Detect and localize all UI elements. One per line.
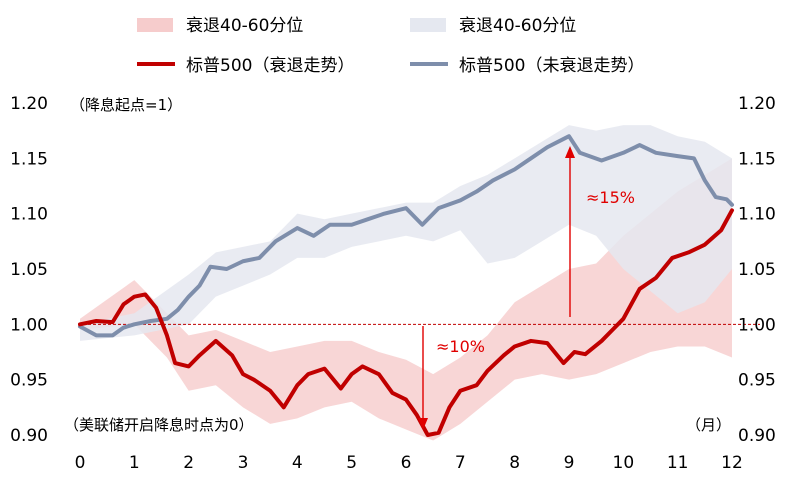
- arrow-blue-head: [565, 146, 575, 158]
- y-axis-right: 0.90 0.95 1.00 1.05 1.10 1.15 1.20: [738, 94, 776, 446]
- x-tick-9: 9: [564, 453, 575, 473]
- x-note: （美联储开启降息时点为0）: [64, 416, 254, 434]
- gain-label-red: ≈10%: [436, 337, 485, 356]
- base-note: （降息起点=1）: [70, 96, 182, 114]
- x-tick-1: 1: [129, 453, 140, 473]
- y-tick-left-4: 1.10: [10, 205, 48, 225]
- y-tick-right-0: 0.90: [738, 426, 776, 446]
- y-tick-left-2: 1.00: [10, 315, 48, 335]
- x-tick-12: 12: [721, 453, 743, 473]
- y-tick-left-3: 1.05: [10, 260, 48, 280]
- legend-label-nonrecession-line: 标普500（未衰退走势）: [459, 56, 644, 76]
- x-tick-7: 7: [455, 453, 466, 473]
- x-tick-3: 3: [238, 453, 249, 473]
- x-tick-6: 6: [401, 453, 412, 473]
- annotation-blue: ≈15%: [565, 146, 635, 317]
- x-tick-4: 4: [292, 453, 303, 473]
- legend-label-recession-band: 衰退40-60分位: [186, 16, 303, 36]
- gain-label-blue: ≈15%: [586, 188, 635, 207]
- band-1: [80, 125, 732, 341]
- series-line-1: [78, 134, 734, 338]
- y-tick-left-5: 1.15: [10, 149, 48, 169]
- y-tick-left-0: 0.90: [10, 426, 48, 446]
- legend-label-recession-line: 标普500（衰退走势）: [186, 56, 354, 76]
- y-tick-right-3: 1.05: [738, 260, 776, 280]
- band-0: [80, 158, 732, 441]
- legend-swatch-nonrecession-band: [410, 18, 446, 32]
- y-tick-right-6: 1.20: [738, 94, 776, 114]
- legend-swatch-recession-band: [137, 18, 173, 32]
- arrow-red-head: [418, 418, 428, 430]
- band-layer: [80, 125, 732, 441]
- x-unit: （月）: [686, 416, 731, 434]
- y-tick-right-5: 1.15: [738, 149, 776, 169]
- x-tick-2: 2: [183, 453, 194, 473]
- x-tick-11: 11: [667, 453, 689, 473]
- y-tick-right-2: 1.00: [738, 315, 776, 335]
- annotation-red: ≈10%: [418, 326, 485, 430]
- legend-label-nonrecession-band: 衰退40-60分位: [459, 16, 576, 36]
- y-tick-right-4: 1.10: [738, 205, 776, 225]
- y-axis-left: 0.90 0.95 1.00 1.05 1.10 1.15 1.20: [10, 94, 48, 446]
- x-tick-10: 10: [613, 453, 635, 473]
- y-tick-left-1: 0.95: [10, 371, 48, 391]
- x-tick-0: 0: [75, 453, 86, 473]
- y-tick-left-6: 1.20: [10, 94, 48, 114]
- legend: 衰退40-60分位 衰退40-60分位 标普500（衰退走势） 标普500（未衰…: [137, 16, 644, 76]
- series-line-0: [78, 208, 734, 437]
- y-tick-right-1: 0.95: [738, 371, 776, 391]
- x-tick-8: 8: [509, 453, 520, 473]
- x-tick-5: 5: [346, 453, 357, 473]
- x-axis: 0 1 2 3 4 5 6 7 8 9 10 11 12: [75, 453, 743, 473]
- series-layer: [78, 134, 734, 437]
